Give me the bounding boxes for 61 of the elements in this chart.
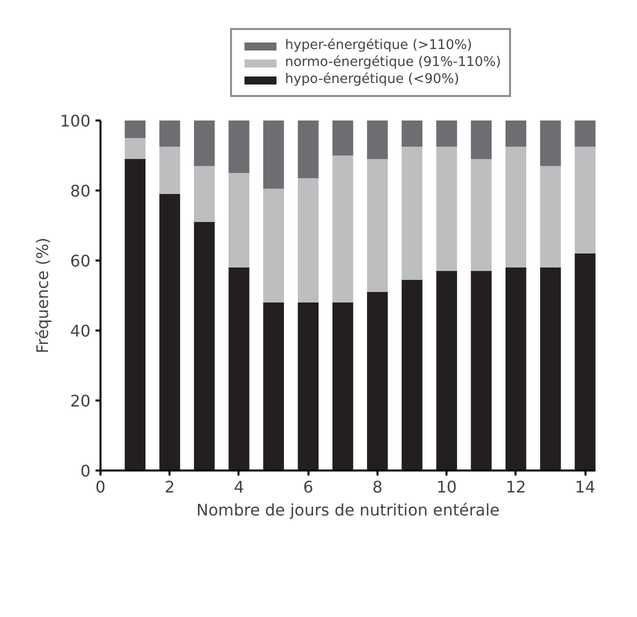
bar [332, 120, 354, 156]
bar [124, 120, 146, 138]
bar [436, 120, 458, 147]
y-tick-label: 100 [60, 112, 91, 130]
x-tick-label: 12 [506, 478, 526, 496]
y-tick-label: 80 [70, 182, 90, 200]
y-tick-label: 40 [70, 322, 90, 340]
bar [436, 271, 458, 470]
bar [574, 120, 596, 147]
y-tick-label: 60 [70, 252, 90, 270]
bar [194, 222, 215, 470]
bar [574, 254, 596, 470]
x-tick-label: 8 [372, 478, 383, 496]
bar [228, 173, 250, 268]
bar [402, 146, 422, 280]
legend-label: hyper-énergétique (>110%) [285, 38, 472, 53]
bar [228, 120, 250, 173]
bar [402, 280, 422, 470]
bar [263, 120, 284, 189]
bar [298, 302, 319, 470]
bar [540, 120, 561, 166]
x-tick-label: 4 [234, 478, 244, 496]
bar [540, 166, 561, 268]
bar [574, 146, 596, 254]
bar [506, 268, 526, 470]
bar [506, 120, 526, 147]
bar [367, 292, 388, 470]
bar [228, 268, 250, 470]
y-tick-label: 20 [70, 392, 90, 410]
x-axis-title: Nombre de jours de nutrition entérale [196, 500, 500, 520]
bar [194, 120, 215, 166]
bar [159, 120, 180, 147]
x-tick-label: 14 [574, 478, 596, 496]
bar [332, 156, 354, 302]
x-tick-label: 0 [95, 478, 106, 496]
bar [367, 159, 388, 292]
bar [367, 120, 388, 159]
bar [159, 146, 180, 194]
x-tick-label: 10 [436, 478, 457, 496]
bar [436, 146, 458, 271]
x-tick-label: 2 [164, 478, 175, 496]
y-axis-title: Fréquence (%) [32, 238, 52, 354]
legend-label: normo-énergétique (91%-110%) [285, 55, 502, 70]
bar [402, 120, 422, 147]
bar [470, 271, 492, 470]
bar [332, 302, 354, 470]
legend-label: hypo-énergétique (<90%) [285, 72, 460, 87]
y-tick-label: 0 [80, 462, 91, 480]
bar [470, 120, 492, 159]
bar [470, 159, 492, 271]
bar [124, 138, 146, 159]
bar [298, 178, 319, 302]
bar [263, 302, 284, 470]
x-tick-label: 6 [303, 478, 314, 496]
bar [298, 120, 319, 178]
bar [506, 146, 526, 268]
bar [159, 194, 180, 470]
bar [263, 188, 284, 302]
bar [194, 166, 215, 222]
bar [124, 159, 146, 470]
bar [540, 268, 561, 470]
